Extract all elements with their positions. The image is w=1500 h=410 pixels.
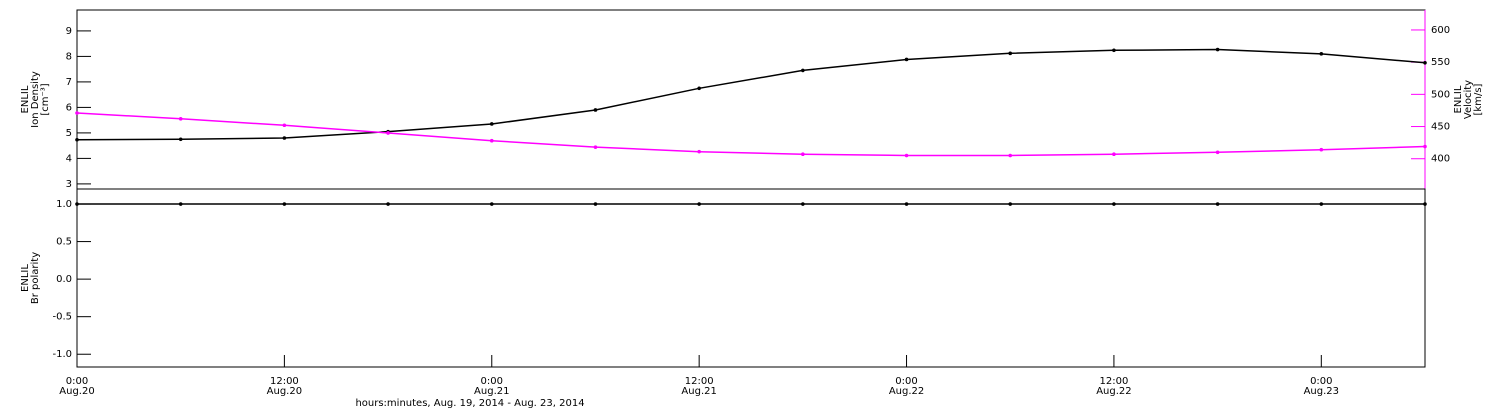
data-point [489, 202, 494, 206]
y2-axis-label: Velocity [1463, 80, 1474, 119]
data-point [593, 145, 598, 149]
x-tick-label: 0:00 [1310, 376, 1332, 387]
data-point [904, 153, 909, 158]
y-tick-label: 0.0 [56, 274, 72, 285]
y-tick-label: 1.0 [56, 199, 72, 210]
data-point [178, 117, 183, 121]
data-point [489, 122, 494, 126]
y2-axis-label: [km/s] [1473, 83, 1484, 115]
y2-tick-label: 400 [1431, 154, 1450, 165]
data-point [1215, 47, 1220, 52]
data-point [75, 137, 79, 142]
x-tick-date: Aug.21 [474, 386, 509, 397]
data-point [1319, 202, 1324, 206]
data-point [75, 111, 79, 115]
data-point [593, 108, 598, 112]
y-axis-label: [cm⁻³] [40, 83, 51, 115]
y-tick-label: -1.0 [52, 349, 72, 360]
y-tick-label: 4 [66, 153, 72, 164]
x-tick-date: Aug.22 [889, 386, 924, 397]
data-point [1112, 152, 1116, 157]
data-line [76, 48, 1426, 141]
data-point [282, 123, 287, 128]
data-point [593, 202, 598, 206]
data-point [75, 202, 79, 206]
data-point [386, 131, 390, 135]
data-point [1008, 202, 1013, 206]
data-point [1423, 202, 1427, 206]
data-point [697, 149, 701, 154]
data-point [1423, 60, 1427, 65]
x-tick-date: Aug.20 [59, 386, 94, 397]
y-tick-label: 9 [66, 26, 72, 37]
data-point [1112, 202, 1116, 206]
data-point [1319, 147, 1324, 152]
data-point [1112, 48, 1116, 53]
data-point [178, 137, 183, 142]
x-tick-date: Aug.20 [267, 386, 302, 397]
y-tick-label: 5 [66, 128, 72, 139]
y-axis-label: ENLIL [20, 264, 31, 292]
y2-tick-label: 450 [1431, 122, 1450, 133]
x-tick-label: 12:00 [685, 376, 714, 387]
x-tick-date: Aug.23 [1304, 386, 1339, 397]
y-tick-label: 6 [66, 102, 72, 113]
data-point [1319, 52, 1324, 56]
y2-axis-label: ENLIL [1453, 85, 1464, 113]
data-point [801, 152, 805, 157]
data-point [697, 86, 701, 91]
data-point [1215, 202, 1220, 206]
y-tick-label: 0.5 [56, 237, 72, 248]
data-point [1008, 51, 1013, 56]
x-tick-label: 0:00 [895, 376, 917, 387]
data-point [178, 202, 183, 206]
data-point [904, 202, 909, 206]
y-tick-label: 3 [66, 179, 72, 190]
y-axis-label: ENLIL [20, 85, 31, 113]
x-tick-label: 0:00 [481, 376, 503, 387]
y2-tick-label: 500 [1431, 89, 1450, 100]
data-point [904, 57, 909, 62]
data-point [282, 136, 287, 140]
data-point [801, 202, 805, 206]
y-tick-label: -0.5 [52, 312, 72, 323]
data-line [76, 112, 1426, 157]
data-point [1423, 144, 1427, 149]
y-tick-label: 8 [66, 51, 72, 62]
data-point [1215, 150, 1220, 155]
y-axis-label: Br polarity [30, 252, 41, 304]
x-tick-date: Aug.21 [681, 386, 716, 397]
data-point [1008, 153, 1013, 158]
y2-tick-label: 550 [1431, 57, 1450, 68]
y2-tick-label: 600 [1431, 25, 1450, 36]
x-tick-label: 12:00 [1100, 376, 1129, 387]
data-point [489, 138, 494, 143]
plot-frame [76, 188, 1426, 368]
x-tick-label: 12:00 [270, 376, 299, 387]
x-tick-label: 0:00 [66, 376, 88, 387]
y-tick-label: 7 [66, 77, 72, 88]
data-point [801, 68, 805, 73]
x-tick-date: Aug.22 [1096, 386, 1131, 397]
data-point [697, 202, 701, 206]
data-point [282, 202, 287, 206]
x-axis-label: hours:minutes, Aug. 19, 2014 - Aug. 23, … [355, 398, 584, 409]
y-axis-label: Ion Density [30, 71, 41, 128]
data-point [386, 202, 390, 206]
